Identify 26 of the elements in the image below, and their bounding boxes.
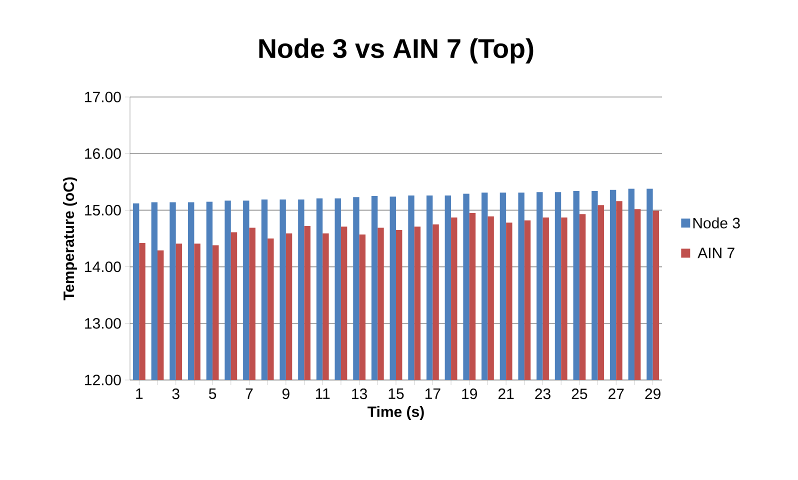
chart-title: Node 3 vs AIN 7 (Top) <box>259 38 534 64</box>
x-tick-label: 11 <box>316 388 330 399</box>
legend-label: AIN 7 <box>698 248 734 258</box>
legend-label: Node 3 <box>693 217 740 228</box>
x-tick-label: 1 <box>136 388 143 399</box>
x-tick-label: 25 <box>572 388 588 400</box>
y-tick-label: 15.00 <box>85 204 121 216</box>
x-tick-label: 29 <box>645 388 660 400</box>
x-tick-label: 3 <box>172 388 180 400</box>
y-tick-label: 16.00 <box>85 148 121 159</box>
x-tick-label: 23 <box>535 388 550 400</box>
x-tick-label: 15 <box>388 388 404 399</box>
x-tick-label: 17 <box>425 388 440 399</box>
x-tick-label: 13 <box>352 388 367 400</box>
y-axis-title: Temperature (oC) <box>63 177 78 300</box>
y-tick-label: 12.00 <box>85 374 121 386</box>
y-tick-label: 13.00 <box>85 318 121 329</box>
x-tick-label: 19 <box>462 388 477 400</box>
x-tick-label: 7 <box>246 388 253 399</box>
x-axis-title: Time (s) <box>368 406 424 420</box>
x-tick-label: 21 <box>498 388 514 400</box>
x-tick-label: 9 <box>282 388 290 400</box>
y-tick-label: 14.00 <box>85 261 121 272</box>
x-tick-label: 5 <box>208 388 216 399</box>
y-tick-label: 17.00 <box>85 92 121 102</box>
x-tick-label: 27 <box>608 388 624 400</box>
